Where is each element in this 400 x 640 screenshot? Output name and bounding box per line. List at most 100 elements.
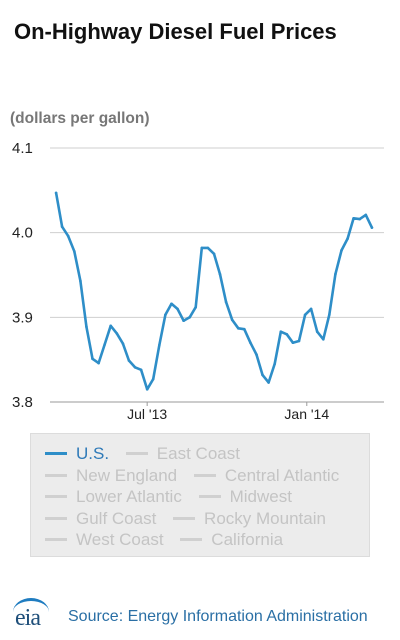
data-point — [291, 341, 295, 345]
data-point — [127, 359, 131, 362]
legend-row: Lower Atlantic Midwest — [45, 486, 369, 508]
data-point — [91, 357, 94, 361]
axis-ticks: 4.1 4.0 3.9 3.8 Jul '13 Jan '14 — [12, 140, 329, 422]
y-axis-label: (dollars per gallon) — [10, 110, 150, 127]
data-point — [218, 272, 222, 276]
legend-swatch — [45, 516, 67, 520]
data-point — [273, 362, 277, 366]
series-layer — [54, 191, 374, 391]
data-point — [54, 191, 58, 195]
legend-label: East Coast — [156, 444, 240, 463]
data-point — [224, 300, 228, 304]
y-tick-label: 4.1 — [12, 140, 33, 157]
legend-label: Midwest — [229, 487, 292, 507]
legend-swatch — [45, 538, 67, 542]
legend-label: Central Atlantic — [224, 465, 340, 485]
legend-item-midwest[interactable]: Midwest — [198, 486, 292, 508]
data-point — [328, 313, 331, 317]
y-tick-label: 4.0 — [12, 225, 33, 242]
data-point — [73, 250, 76, 253]
source-credit: Source: Energy Information Administratio… — [68, 608, 368, 625]
legend-swatch — [198, 495, 221, 499]
data-point — [151, 377, 155, 381]
data-point — [109, 324, 112, 328]
data-point — [315, 330, 319, 334]
legend-swatch — [125, 452, 148, 456]
data-point — [60, 225, 64, 228]
data-point — [267, 381, 270, 384]
data-point — [139, 368, 143, 372]
legend-item-california[interactable]: California — [180, 529, 283, 551]
data-point — [79, 279, 82, 283]
legend-label: Rocky Mountain — [204, 508, 326, 528]
data-point — [194, 305, 197, 309]
legend-item-lower-atlantic[interactable]: Lower Atlantic — [45, 486, 182, 508]
legend-label: California — [211, 530, 284, 550]
data-point — [212, 252, 216, 256]
legend-label: New England — [76, 465, 178, 485]
legend-row: New England Central Atlantic — [45, 465, 369, 487]
line-chart: (dollars per gallon) 4.1 4.0 3.9 3.8 Jul '13… — [10, 110, 384, 422]
x-tick-label: Jul '13 — [127, 406, 167, 422]
legend-swatch — [45, 495, 67, 499]
data-point — [230, 318, 234, 322]
legend-item-gulf-coast[interactable]: Gulf Coast — [45, 508, 156, 530]
data-point — [145, 388, 149, 391]
legend-row: U.S. East Coast — [45, 443, 369, 465]
data-point — [170, 302, 173, 306]
data-point — [164, 313, 167, 317]
y-tick-label: 3.8 — [12, 394, 33, 411]
data-point — [364, 213, 368, 217]
legend-label: U.S. — [76, 444, 110, 463]
legend-swatch — [193, 473, 216, 477]
footer: eia Source: Energy Information Administr… — [10, 596, 398, 636]
data-point — [103, 343, 106, 346]
data-point — [237, 327, 240, 330]
data-point — [200, 246, 204, 250]
chart-title: On-Highway Diesel Fuel Prices — [14, 19, 337, 44]
data-point — [370, 226, 374, 229]
data-point — [243, 327, 246, 331]
legend-item-new-england[interactable]: New England — [45, 465, 177, 487]
data-point — [249, 341, 252, 345]
data-point — [176, 307, 179, 311]
data-point — [352, 217, 355, 220]
data-point — [309, 307, 313, 311]
data-point — [334, 272, 337, 276]
legend-label: Lower Atlantic — [76, 487, 182, 507]
legend-item-east-coast[interactable]: East Coast — [125, 443, 240, 465]
data-point — [358, 217, 362, 221]
legend-item-us[interactable]: U.S. — [45, 443, 109, 465]
legend-row: West Coast California — [45, 529, 369, 551]
legend-item-central-atlantic[interactable]: Central Atlantic — [193, 465, 340, 487]
legend-swatch — [45, 452, 67, 456]
data-point — [340, 249, 343, 252]
data-point — [285, 333, 289, 336]
data-point — [158, 344, 161, 347]
legend: U.S. East Coast New England Central Atla… — [30, 433, 370, 557]
y-tick-label: 3.9 — [12, 309, 33, 326]
legend-label: West Coast — [76, 530, 164, 550]
legend-swatch — [173, 516, 196, 520]
legend-item-west-coast[interactable]: West Coast — [45, 529, 164, 551]
data-point — [97, 361, 100, 365]
data-point — [115, 332, 119, 335]
eia-logo: eia — [10, 596, 54, 632]
data-point — [85, 325, 88, 328]
legend-item-rocky-mountain[interactable]: Rocky Mountain — [173, 508, 326, 530]
data-point — [206, 246, 210, 250]
data-point — [346, 237, 349, 240]
legend-row: Gulf Coast Rocky Mountain — [45, 508, 369, 530]
x-tick-label: Jan '14 — [284, 406, 329, 422]
data-point — [297, 339, 301, 343]
data-point — [133, 366, 137, 369]
legend-label: Gulf Coast — [76, 508, 157, 528]
data-point — [303, 313, 307, 317]
series-line-us — [54, 191, 374, 391]
data-point — [121, 342, 125, 345]
gridlines — [50, 147, 384, 403]
data-point — [255, 353, 258, 356]
data-point — [261, 373, 264, 377]
legend-swatch — [180, 538, 203, 542]
data-point — [188, 316, 191, 319]
